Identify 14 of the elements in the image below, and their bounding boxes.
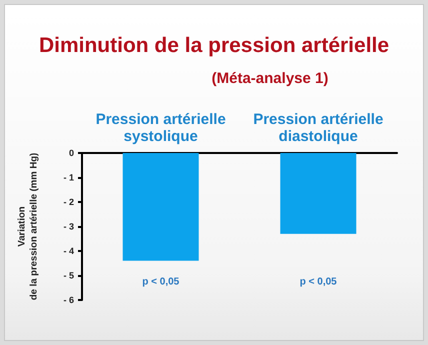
y-tick-label: 0 [68, 148, 74, 158]
chart-subtitle: (Méta-analyse 1) [212, 70, 328, 87]
annotation: p < 0,05 [300, 276, 338, 288]
y-tick-label: - 1 [63, 172, 74, 182]
y-tick-label: - 3 [63, 222, 74, 232]
y-axis-title: Variation de la pression artérielle (mm Hg) [16, 152, 40, 300]
y-tick-label: - 4 [63, 246, 74, 256]
x-tick-label: Pression artérielle systolique [96, 111, 226, 145]
x-tick-label: Pression artérielle diastolique [253, 111, 384, 145]
y-tick-label: - 6 [63, 295, 74, 305]
y-tick-label: - 2 [63, 197, 74, 207]
annotation: p < 0,05 [142, 276, 180, 288]
y-tick-label: - 5 [63, 270, 74, 280]
chart-title: Diminution de la pression artérielle [38, 34, 390, 57]
